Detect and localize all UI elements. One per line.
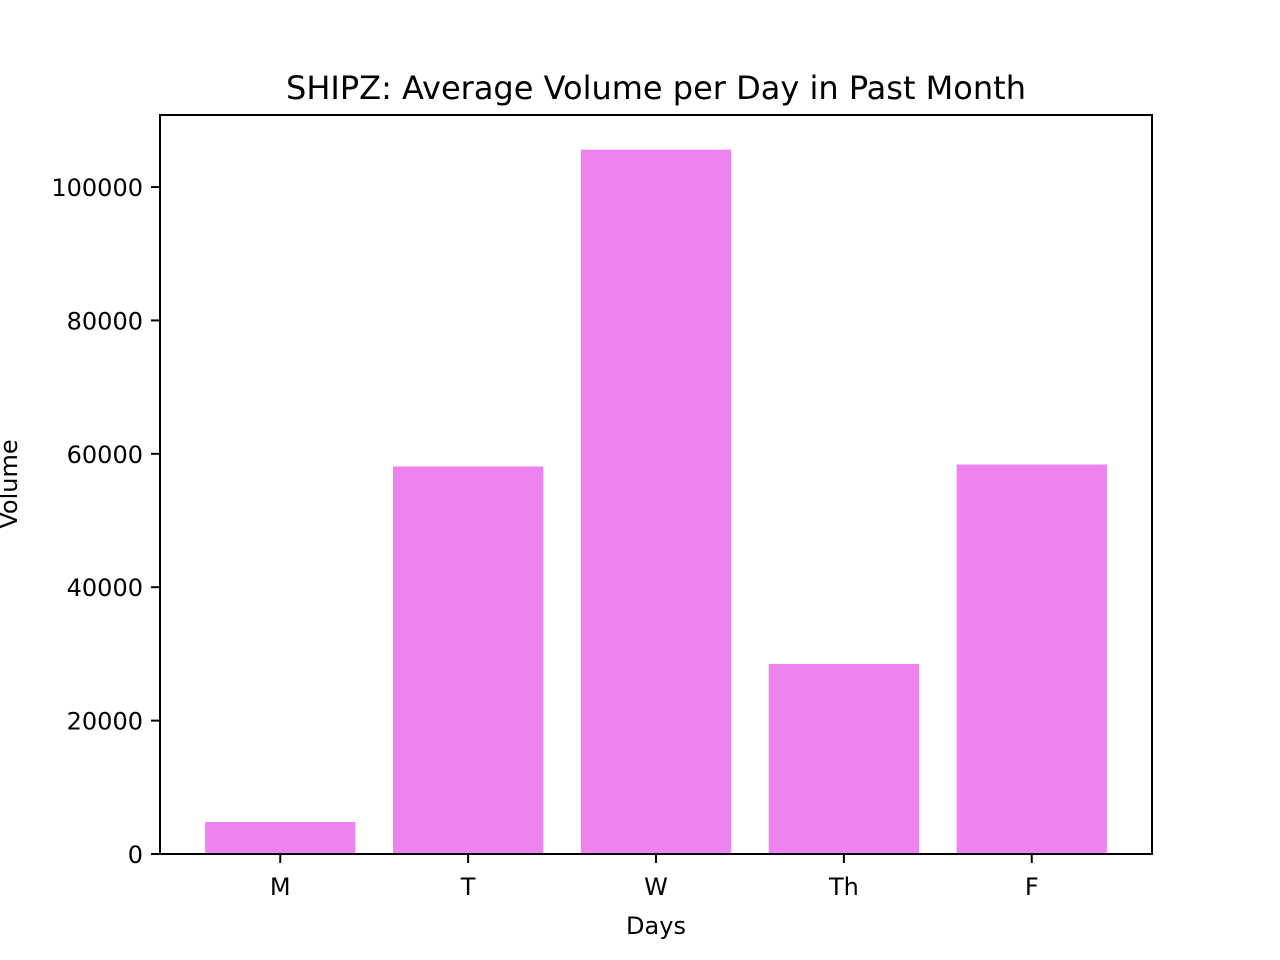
- bars-layer: [205, 149, 1107, 854]
- x-tick-label: M: [270, 873, 291, 901]
- x-tick-label: W: [644, 873, 668, 901]
- x-axis-title: Days: [626, 912, 686, 940]
- x-tick-label: T: [460, 873, 476, 901]
- y-tick-label: 80000: [67, 307, 143, 335]
- y-tick-label: 20000: [67, 708, 143, 736]
- y-axis-title: Volume: [0, 439, 23, 528]
- y-axis: 0 20000 40000 60000 80000 100000: [51, 174, 160, 869]
- y-tick-label: 100000: [51, 174, 143, 202]
- y-tick-label: 60000: [67, 441, 143, 469]
- bar-m: [205, 821, 356, 854]
- chart-title: SHIPZ: Average Volume per Day in Past Mo…: [286, 69, 1026, 107]
- x-tick-label: Th: [828, 873, 859, 901]
- x-axis: M T W Th F: [270, 854, 1039, 901]
- bar-f: [956, 464, 1107, 854]
- bar-w: [580, 149, 732, 854]
- y-tick-label: 40000: [67, 574, 143, 602]
- bar-t: [392, 466, 544, 854]
- plot-frame: [159, 114, 1153, 855]
- y-tick-label: 0: [128, 841, 143, 869]
- x-tick-label: F: [1025, 873, 1039, 901]
- bar-th: [768, 663, 920, 854]
